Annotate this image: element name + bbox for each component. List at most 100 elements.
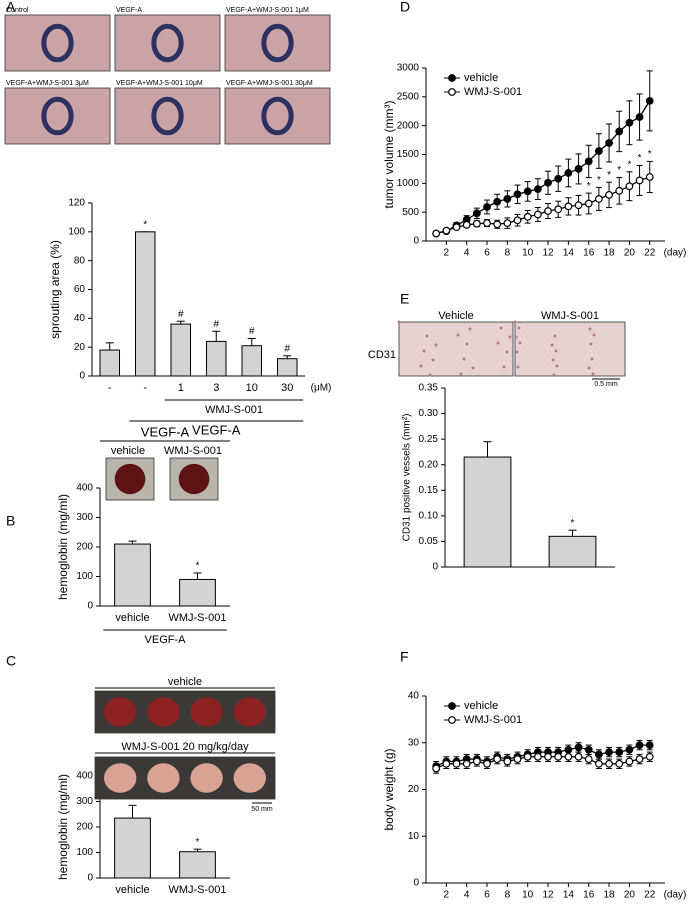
marker (452, 223, 461, 232)
marker (594, 750, 603, 759)
y-tick-label: 0.35 (419, 383, 439, 394)
photo-speck (553, 334, 557, 338)
marker (523, 752, 532, 761)
annotation: * (607, 170, 611, 181)
marker (442, 226, 451, 235)
x-tick-label: 3 (213, 382, 219, 394)
marker (594, 195, 603, 203)
photo-ring (41, 23, 74, 63)
bar-annotation: # (213, 319, 219, 330)
x-tick-label: - (143, 382, 147, 394)
photo-speck (518, 341, 522, 345)
y-tick-label: 20 (74, 342, 86, 353)
y-tick-label: 0.30 (419, 408, 439, 419)
marker (503, 195, 512, 203)
y-tick-label: 300 (76, 512, 93, 523)
marker (605, 748, 613, 756)
photo-speck (465, 342, 469, 346)
marker (615, 748, 624, 756)
bar-annotation: * (571, 518, 575, 529)
photo-ring (41, 96, 74, 136)
y-tick-label: 100 (76, 847, 93, 858)
y-tick-label: 1500 (397, 149, 420, 160)
marker (452, 759, 461, 768)
photo-speck (419, 364, 423, 368)
photo-speck (590, 357, 594, 361)
photo-speck (428, 373, 432, 377)
marker (462, 220, 471, 229)
x-tick-label: 6 (484, 248, 490, 259)
marker (554, 174, 563, 183)
y-tick-label: 60 (74, 284, 86, 295)
marker (564, 202, 573, 211)
marker (615, 127, 624, 136)
marker (584, 755, 593, 764)
bar (99, 349, 121, 377)
y-tick-label: 3000 (397, 63, 420, 74)
marker (472, 757, 481, 766)
photo-speck (591, 372, 595, 376)
x-tick-label: 12 (542, 890, 554, 901)
x-tick-label: 2 (444, 248, 450, 259)
photo (224, 14, 331, 72)
marker (513, 755, 522, 764)
y-tick-label: 0.15 (419, 485, 439, 496)
photo-row-label: CD31 (368, 349, 396, 361)
photo-tumor (190, 697, 223, 727)
photo (398, 321, 514, 377)
y-tick-label: 0 (413, 236, 419, 247)
scale-label: 0.5 mm (594, 381, 618, 388)
marker (564, 752, 573, 761)
photo (114, 87, 221, 145)
marker (645, 752, 654, 761)
legend-label: vehicle (464, 72, 498, 84)
y-tick-label: 120 (68, 198, 85, 209)
photo-ring (151, 23, 184, 63)
photo-label: VEGF-A+WMJ-S-001 10μM (116, 80, 203, 87)
series-line (435, 756, 650, 770)
photo-speck (515, 350, 519, 354)
bar-annotation: * (196, 837, 200, 848)
x-tick-label: 20 (624, 248, 636, 259)
y-tick-label: 200 (76, 542, 93, 553)
marker (442, 759, 451, 768)
y-tick-label: 0 (432, 562, 438, 573)
photo-speck (508, 335, 512, 339)
photo-plug (114, 463, 146, 495)
marker (635, 176, 644, 185)
photo-label: vehicle (111, 445, 145, 457)
marker (615, 759, 624, 768)
x-tick-label: 8 (505, 890, 511, 901)
x-unit: (μM) (311, 383, 332, 394)
photo-label: WMJ-S-001 (541, 310, 599, 322)
photo-ring (151, 96, 184, 136)
bar-annotation: * (143, 219, 147, 230)
marker (432, 229, 441, 238)
photo-tumor (233, 763, 266, 793)
y-axis-label: hemoglobin (mg/ml) (56, 494, 70, 600)
bar-annotation: # (178, 309, 184, 320)
bar (134, 231, 156, 377)
marker (523, 212, 532, 221)
photo-speck (588, 327, 592, 331)
photo-label: WMJ-S-001 (164, 445, 222, 457)
photo-speck (554, 349, 558, 353)
bar-annotation: * (196, 561, 200, 572)
photo-speck (555, 364, 559, 368)
x-tick-label: 14 (563, 890, 575, 901)
marker (605, 139, 613, 147)
photo-ring (261, 23, 294, 63)
y-tick-label: 100 (76, 571, 93, 582)
x-tick-label: 22 (644, 890, 656, 901)
x-tick-label: 30 (281, 382, 293, 394)
x-tick-label: WMJ-S-001 (168, 612, 226, 624)
bar (170, 323, 192, 377)
photo-speck (551, 358, 555, 362)
photo-speck (587, 366, 591, 370)
scale-label: 50 mm (251, 806, 273, 813)
photo-speck (502, 365, 506, 369)
annotation: * (627, 159, 631, 170)
marker (574, 743, 583, 752)
marker (544, 207, 552, 215)
photo-speck (468, 327, 472, 331)
